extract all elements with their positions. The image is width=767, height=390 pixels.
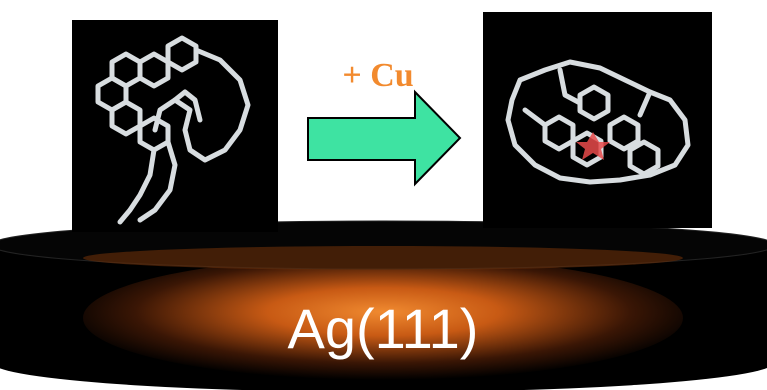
molecule-before [72,20,278,232]
substrate-label: Ag(111) [288,297,479,360]
reaction-arrow [307,89,462,187]
arrow-label: + Cu [342,57,413,94]
molecule-after [483,12,712,228]
substrate-disk [0,220,767,390]
